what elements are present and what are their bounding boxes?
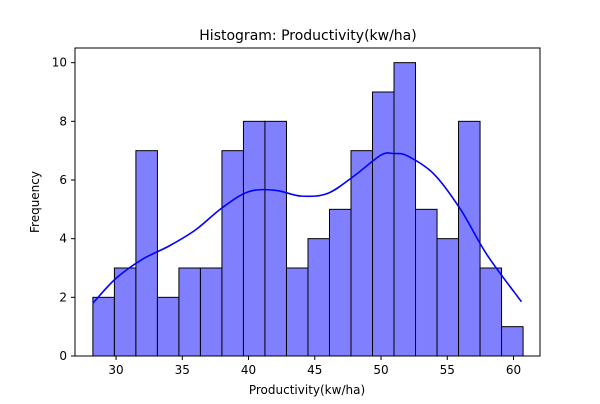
histogram-bar — [350, 150, 374, 357]
y-axis-label: Frequency — [28, 171, 42, 233]
y-axis: 0 2 4 6 8 10 — [52, 56, 75, 363]
y-tick-label: 8 — [59, 114, 67, 128]
histogram-bar — [199, 267, 223, 357]
x-tick-label: 40 — [241, 363, 256, 377]
histogram-bar — [415, 208, 438, 357]
histogram-bar — [221, 150, 244, 357]
histogram-bar — [328, 208, 352, 357]
kde-line — [92, 152, 523, 304]
histogram-bar — [307, 238, 330, 357]
x-axis-label: Productivity(kw/ha) — [249, 383, 365, 397]
histogram-bar — [264, 120, 287, 357]
y-tick-label: 0 — [59, 349, 67, 363]
x-tick-label: 30 — [108, 363, 123, 377]
histogram-bar — [372, 91, 395, 357]
x-tick-label: 55 — [440, 363, 455, 377]
histogram-bar — [501, 326, 524, 357]
plot-frame — [74, 47, 541, 357]
chart-title: Histogram: Productivity(kw/ha) — [199, 28, 416, 44]
histogram-bar — [436, 238, 460, 357]
x-tick-label: 50 — [373, 363, 388, 377]
x-tick-label: 45 — [307, 363, 322, 377]
histogram-bar — [113, 267, 137, 357]
histogram-bar — [92, 296, 115, 357]
histogram-bar — [393, 62, 417, 357]
x-tick-label: 35 — [175, 363, 190, 377]
y-tick-label: 6 — [59, 173, 67, 187]
histogram-bar — [178, 267, 201, 357]
histogram-bar — [479, 267, 503, 357]
y-tick-label: 2 — [59, 290, 67, 304]
histogram-bar — [285, 267, 309, 357]
histogram-bar — [242, 120, 266, 357]
x-tick-label: 60 — [506, 363, 521, 377]
y-tick-label: 10 — [52, 56, 67, 70]
histogram-bar — [156, 296, 180, 357]
bars-layer — [92, 62, 524, 357]
x-axis: 30 35 40 45 50 55 60 — [108, 356, 521, 377]
y-tick-label: 4 — [59, 232, 67, 246]
